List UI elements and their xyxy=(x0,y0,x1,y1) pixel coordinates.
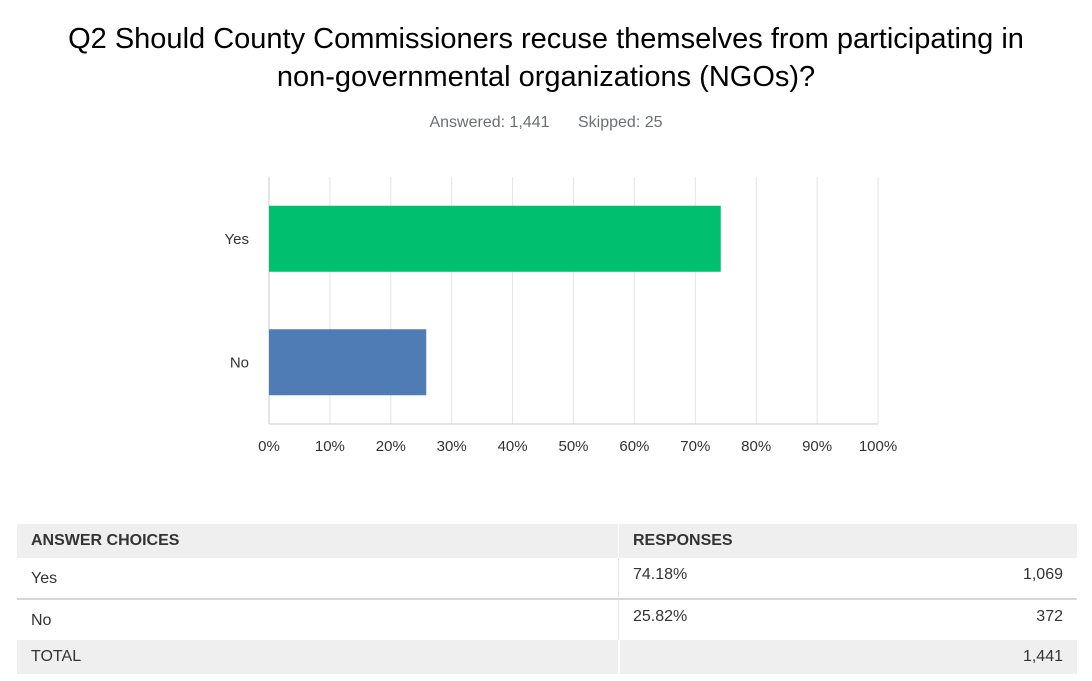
row-responses: 74.18% 1,069 xyxy=(618,558,1077,598)
category-label: No xyxy=(230,354,249,371)
table-total-row: TOTAL 1,441 xyxy=(17,640,1077,674)
x-tick-label: 40% xyxy=(498,438,528,455)
x-tick-label: 80% xyxy=(741,438,771,455)
x-tick-label: 70% xyxy=(680,438,710,455)
bar-chart: 0% 10% 20% 30% 40% 50% 60% 70% 80% 90% 100% Yes No xyxy=(225,177,897,455)
x-tick-label: 30% xyxy=(437,438,467,455)
header-responses: RESPONSES xyxy=(618,524,1077,558)
row-responses: 25.82% 372 xyxy=(618,600,1077,640)
x-tick-label: 20% xyxy=(376,438,406,455)
total-count: 1,441 xyxy=(1022,648,1063,665)
total-responses: 1,441 xyxy=(618,640,1077,674)
row-count: 1,069 xyxy=(1022,566,1063,583)
row-percent: 25.82% xyxy=(633,608,688,625)
x-tick-label: 10% xyxy=(315,438,345,455)
x-tick-label: 50% xyxy=(558,438,588,455)
bar-no xyxy=(269,329,427,396)
responses-table: ANSWER CHOICES RESPONSES Yes 74.18% 1,06… xyxy=(17,524,1077,674)
question-title-line-2: non-governmental organizations (NGOs)? xyxy=(276,61,816,93)
row-count: 372 xyxy=(1036,608,1063,625)
table-row: No 25.82% 372 xyxy=(17,600,1077,640)
x-tick-label: 90% xyxy=(802,438,832,455)
category-label: Yes xyxy=(225,231,249,248)
x-tick-label: 0% xyxy=(258,438,280,455)
skipped-count: Skipped: 25 xyxy=(578,114,663,131)
row-choice: No xyxy=(31,612,52,629)
response-summary: Answered: 1,441 Skipped: 25 xyxy=(0,114,1092,132)
answered-count: Answered: 1,441 xyxy=(429,114,550,131)
x-tick-label: 60% xyxy=(619,438,649,455)
total-label: TOTAL xyxy=(31,648,82,665)
question-title: Q2 Should County Commissioners recuse th… xyxy=(0,20,1092,96)
question-title-line-1: Q2 Should County Commissioners recuse th… xyxy=(68,23,1024,55)
bar-yes xyxy=(269,205,721,272)
header-answer-choices: ANSWER CHOICES xyxy=(31,532,180,549)
x-tick-label: 100% xyxy=(859,438,897,455)
row-percent: 74.18% xyxy=(633,566,688,583)
table-header-row: ANSWER CHOICES RESPONSES xyxy=(17,524,1077,558)
table-row: Yes 74.18% 1,069 xyxy=(17,558,1077,600)
row-choice: Yes xyxy=(31,570,58,587)
